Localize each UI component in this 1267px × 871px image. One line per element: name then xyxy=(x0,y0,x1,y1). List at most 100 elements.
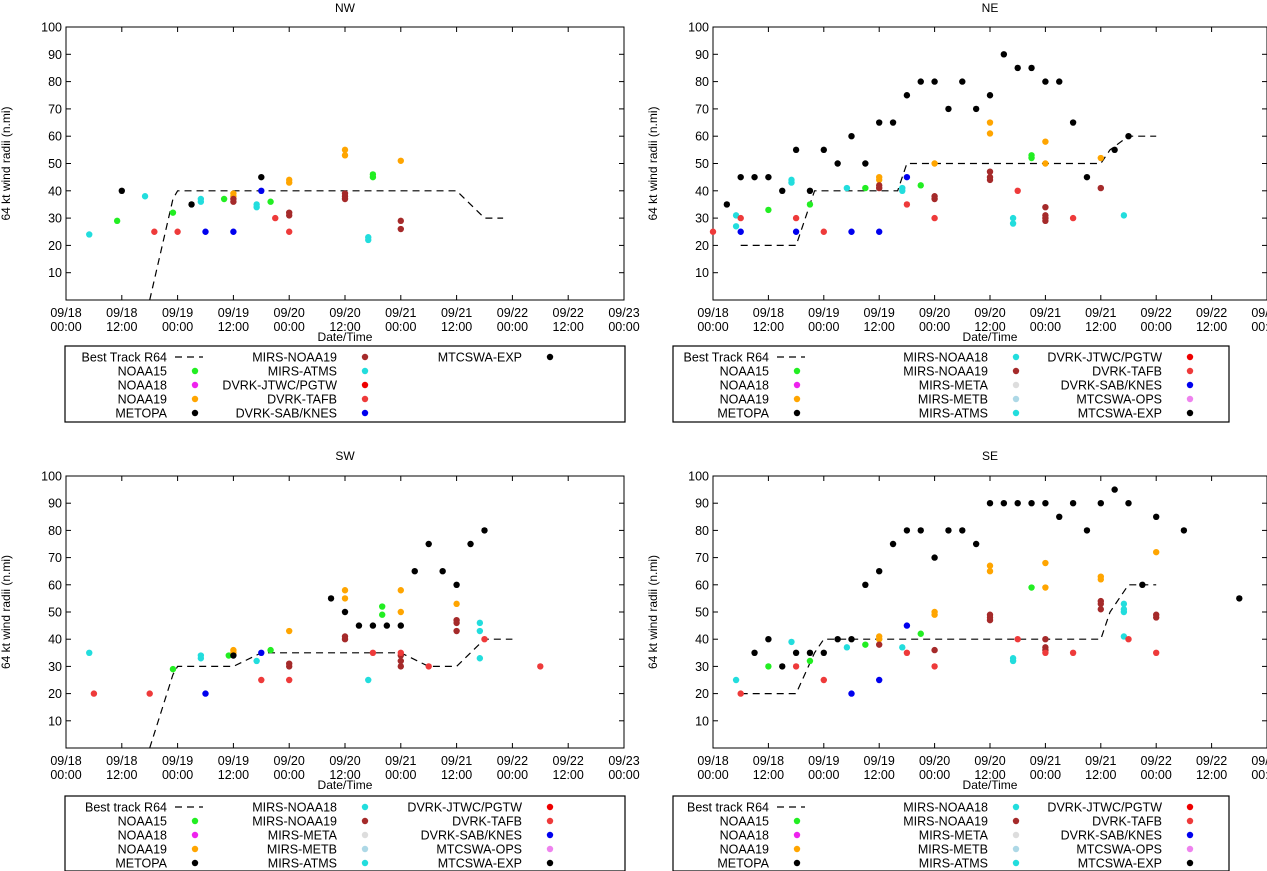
data-point xyxy=(806,657,814,665)
legend-label: METOPA xyxy=(717,407,769,421)
data-point xyxy=(1042,203,1049,211)
data-point xyxy=(959,78,966,85)
legend-marker xyxy=(191,409,199,417)
legend-label: NOAA19 xyxy=(118,843,167,857)
legend-label: MIRS-NOAA19 xyxy=(252,815,337,829)
data-point xyxy=(286,676,293,684)
x-tick-label-time: 00:00 xyxy=(497,768,528,782)
data-point xyxy=(383,622,391,629)
x-tick-label-time: 12:00 xyxy=(864,768,895,782)
data-point xyxy=(1042,160,1049,167)
data-point xyxy=(397,608,404,616)
data-point xyxy=(986,500,994,507)
y-tick-label: 90 xyxy=(695,497,709,511)
data-point xyxy=(397,217,404,225)
series-noaa19 xyxy=(230,587,460,656)
x-tick-label-date: 09/22 xyxy=(553,754,584,768)
y-tick-label: 90 xyxy=(48,48,62,62)
data-point xyxy=(286,209,293,216)
legend-marker xyxy=(793,845,801,853)
data-point xyxy=(931,214,938,222)
data-point xyxy=(253,201,260,208)
data-point xyxy=(986,568,994,575)
x-tick-label-date: 09/18 xyxy=(753,754,784,768)
data-point xyxy=(732,212,740,219)
x-tick-label-date: 09/20 xyxy=(329,306,360,320)
x-tick-label-time: 00:00 xyxy=(274,768,305,782)
x-tick-label-time: 12:00 xyxy=(329,320,360,334)
chart-nw: NW10203040506070809010009/1800:0009/1812… xyxy=(0,1,640,423)
data-point xyxy=(986,611,994,618)
series-mtcswa-exp xyxy=(723,51,1132,208)
chart-title: NE xyxy=(982,1,999,15)
legend-label: DVRK-TAFB xyxy=(452,815,522,829)
legend-marker xyxy=(1012,409,1020,417)
x-tick-label-date: 09/20 xyxy=(274,754,305,768)
legend-label: NOAA19 xyxy=(720,843,769,857)
data-point xyxy=(146,690,153,697)
x-tick-label-date: 09/22 xyxy=(497,754,528,768)
y-tick-label: 80 xyxy=(48,75,62,89)
legend-label: MIRS-NOAA19 xyxy=(252,351,337,365)
x-tick-label-time: 00:00 xyxy=(919,320,950,334)
data-point xyxy=(792,228,800,235)
x-tick-label-date: 09/20 xyxy=(919,306,950,320)
x-tick-label-date: 09/18 xyxy=(106,306,137,320)
data-point xyxy=(1028,500,1035,507)
legend-marker xyxy=(1186,859,1194,867)
x-tick-label-date: 09/20 xyxy=(919,754,950,768)
data-point xyxy=(765,663,772,670)
best-track-line xyxy=(149,190,504,301)
legend-label: NOAA15 xyxy=(720,365,769,379)
data-point xyxy=(397,225,404,233)
chart-title: SW xyxy=(335,449,355,463)
legend-marker xyxy=(1012,817,1020,825)
y-tick-label: 100 xyxy=(41,470,62,484)
x-tick-label-time: 12:00 xyxy=(1085,320,1116,334)
data-point xyxy=(1042,78,1049,85)
x-tick-label-time: 00:00 xyxy=(808,768,839,782)
data-point xyxy=(931,608,938,616)
data-point xyxy=(709,228,717,235)
legend-marker xyxy=(1186,817,1194,825)
data-point xyxy=(1097,154,1105,162)
x-tick-label-time: 12:00 xyxy=(218,768,249,782)
data-point xyxy=(1083,527,1091,534)
data-point xyxy=(258,676,265,684)
legend-marker xyxy=(361,395,369,403)
series-metopa xyxy=(118,187,195,208)
x-tick-label-time: 00:00 xyxy=(385,768,416,782)
data-point xyxy=(397,157,404,164)
legend-label: MIRS-METB xyxy=(918,843,988,857)
legend-label: NOAA19 xyxy=(720,393,769,407)
y-tick-label: 70 xyxy=(48,102,62,116)
legend-label: Best track R64 xyxy=(85,801,167,815)
data-point xyxy=(169,665,177,673)
data-point xyxy=(1014,187,1021,194)
data-point xyxy=(1153,649,1160,656)
data-point xyxy=(253,657,260,665)
y-tick-label: 40 xyxy=(695,633,709,647)
data-point xyxy=(1014,636,1021,643)
data-point xyxy=(1042,649,1049,656)
x-tick-label-date: 09/19 xyxy=(808,754,839,768)
data-point xyxy=(876,119,883,126)
x-tick-label-time: 00:00 xyxy=(274,320,305,334)
data-point xyxy=(481,527,488,534)
data-point xyxy=(792,214,800,222)
y-tick-label: 60 xyxy=(48,578,62,592)
y-tick-label: 20 xyxy=(48,687,62,701)
data-point xyxy=(903,649,911,656)
data-point xyxy=(1042,636,1049,643)
data-point xyxy=(931,160,938,167)
x-tick-label-time: 12:00 xyxy=(553,320,584,334)
y-axis-label: 64 kt wind radii (n.mi) xyxy=(0,555,13,669)
data-point xyxy=(197,652,205,659)
x-tick-label-date: 09/23 xyxy=(608,754,639,768)
series-mtcswa-exp xyxy=(258,173,265,181)
x-tick-label-date: 09/20 xyxy=(974,754,1005,768)
data-point xyxy=(425,663,432,670)
